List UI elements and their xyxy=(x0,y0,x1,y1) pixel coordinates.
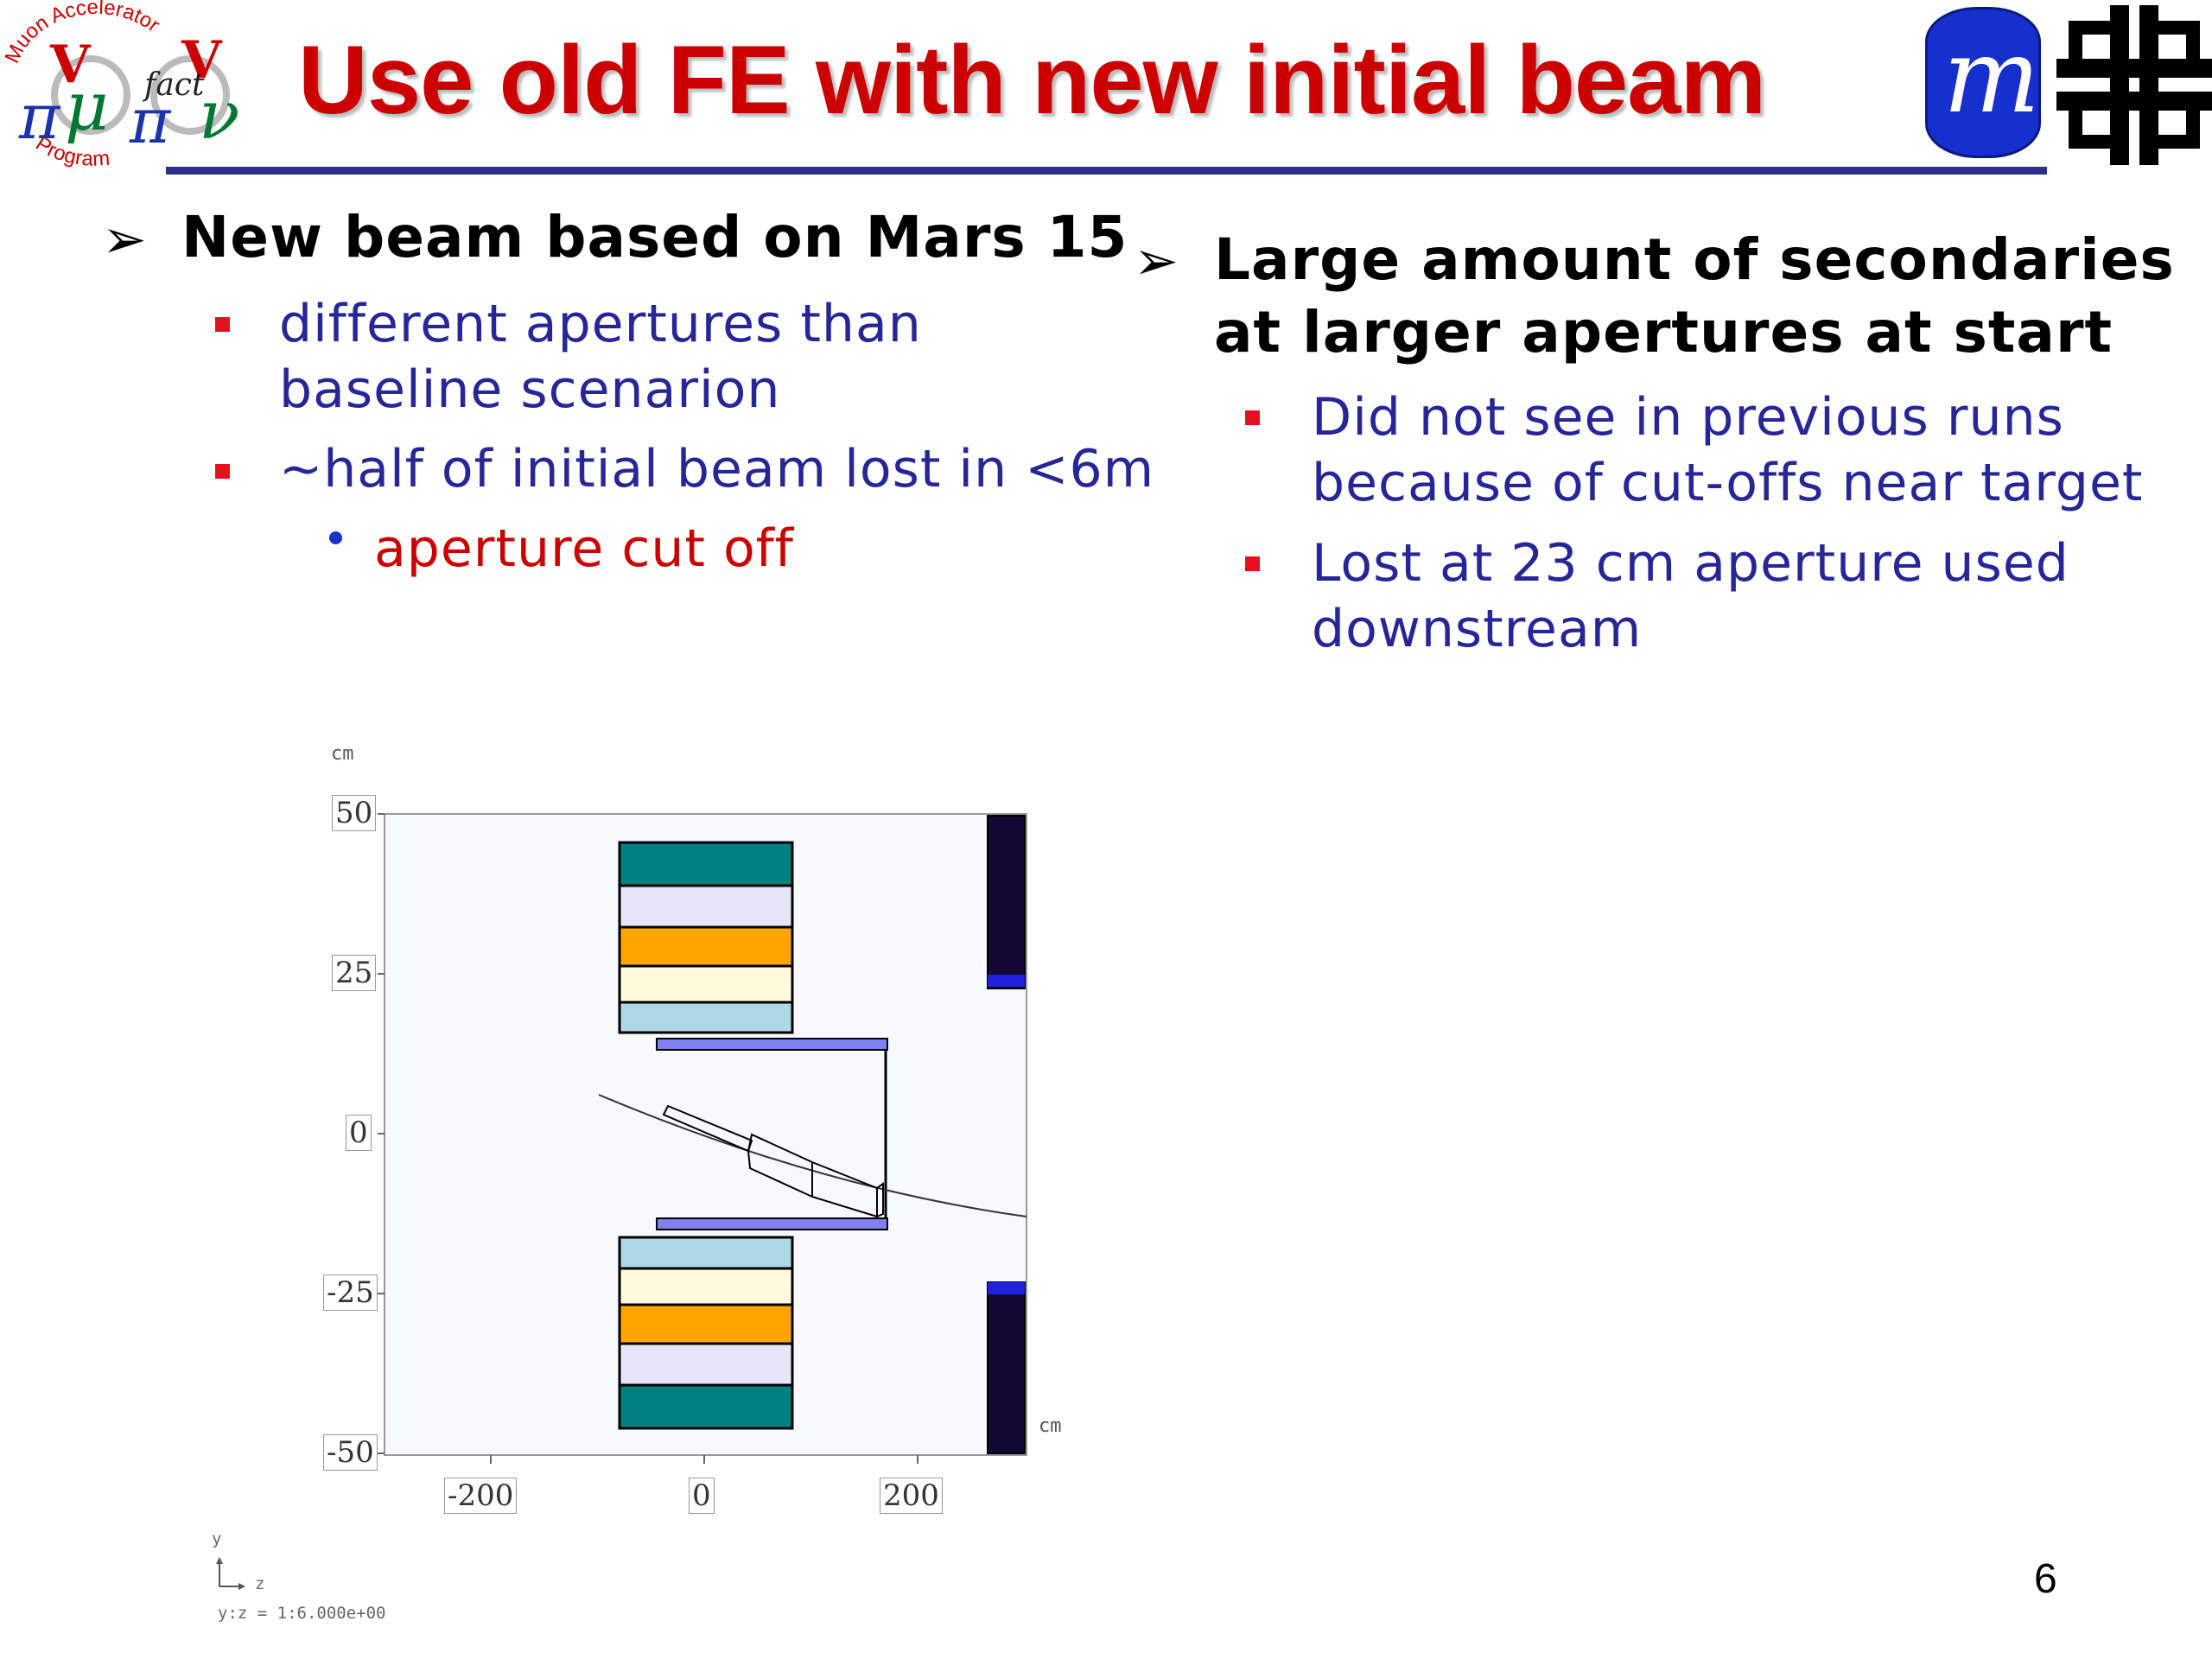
coil-cream xyxy=(618,964,794,1004)
beam-trajectory xyxy=(598,1094,1027,1217)
lower-coil-stack xyxy=(618,1236,794,1430)
right-sub-1-line2: because of cut-offs near target xyxy=(1312,453,2144,513)
logo-text-center: fact xyxy=(142,67,205,103)
arrow-bullet-icon: ➢ xyxy=(102,207,147,270)
x-tick-label: 0 xyxy=(689,1478,715,1514)
coil-lavender xyxy=(618,884,794,929)
upper-iron-block xyxy=(987,815,1026,989)
fermilab-logo-icon xyxy=(2056,5,2212,165)
upper-plate xyxy=(656,1038,888,1051)
coil-lightblue xyxy=(618,1236,794,1270)
right-bullet-1-line1: Large amount of secondaries xyxy=(1214,226,2175,293)
plot-area xyxy=(384,813,1027,1456)
coil-lavender xyxy=(618,1342,794,1387)
svg-text:ν: ν xyxy=(199,77,239,155)
square-bullet-icon xyxy=(215,317,230,332)
target-assembly xyxy=(662,1104,884,1218)
right-sub-2-line1: Lost at 23 cm aperture used xyxy=(1312,533,2069,594)
coil-lightblue xyxy=(618,1001,794,1034)
nufact-logo-icon: Muon Accelerator Program V V π π μ ν fac… xyxy=(0,0,239,171)
left-bullet-1: New beam based on Mars 15 xyxy=(181,204,1128,270)
svg-text:π: π xyxy=(18,80,61,153)
page-number: 6 xyxy=(2034,1556,2057,1602)
left-sub-2: ~half of initial beam lost in <6m xyxy=(279,439,1155,499)
square-bullet-icon xyxy=(1245,410,1260,425)
axis-z-label: z xyxy=(255,1574,265,1593)
x-tick-label: 200 xyxy=(880,1478,943,1514)
y-tick-label: 0 xyxy=(346,1115,372,1151)
arrow-bullet-icon: ➢ xyxy=(1134,229,1179,292)
coil-orange xyxy=(618,1303,794,1345)
left-subsub-1: aperture cut off xyxy=(374,518,794,579)
left-sub-1-line2: baseline scenarion xyxy=(279,359,781,420)
scale-ratio-label: y:z = 1:6.000e+00 xyxy=(218,1604,386,1623)
mu-logo-icon: mu xyxy=(1925,7,2106,158)
coil-teal xyxy=(618,1383,794,1430)
coil-cream xyxy=(618,1267,794,1306)
coil-teal xyxy=(618,841,794,887)
y-tick-label: 25 xyxy=(332,955,377,991)
upper-coil-stack xyxy=(618,841,794,1034)
square-bullet-icon xyxy=(1245,556,1260,571)
lower-iron-edge xyxy=(988,1282,1025,1294)
svg-text:π: π xyxy=(129,85,172,157)
y-tick-label: -25 xyxy=(323,1274,378,1311)
round-bullet-icon xyxy=(329,531,342,544)
right-bullet-1-line2: at larger apertures at start xyxy=(1214,299,2113,365)
axis-y-label: y xyxy=(212,1529,222,1548)
square-bullet-icon xyxy=(215,464,230,479)
axis-triad-icon xyxy=(216,1557,245,1590)
left-sub-1-line1: different apertures than xyxy=(279,294,922,354)
right-sub-1-line1: Did not see in previous runs xyxy=(1312,387,2064,448)
coil-orange xyxy=(618,925,794,968)
x-unit-label: cm xyxy=(1039,1415,1062,1437)
x-tick-label: -200 xyxy=(444,1478,518,1514)
slide-title: Use old FE with new initial beam xyxy=(298,26,1766,134)
title-underline xyxy=(166,167,2047,175)
muon-accelerator-program-logo: Muon Accelerator Program V V π π μ ν fac… xyxy=(0,0,285,186)
svg-text:V: V xyxy=(181,30,223,91)
y-unit-label: cm xyxy=(331,743,354,765)
lower-plate xyxy=(656,1217,888,1230)
upper-iron-edge xyxy=(988,975,1025,987)
right-sub-2-line2: downstream xyxy=(1312,599,1643,659)
y-tick-label: -50 xyxy=(323,1434,378,1471)
y-tick-label: 50 xyxy=(332,795,377,831)
svg-text:V: V xyxy=(49,35,92,95)
lower-iron-block xyxy=(987,1281,1026,1454)
svg-text:μ: μ xyxy=(65,68,109,146)
